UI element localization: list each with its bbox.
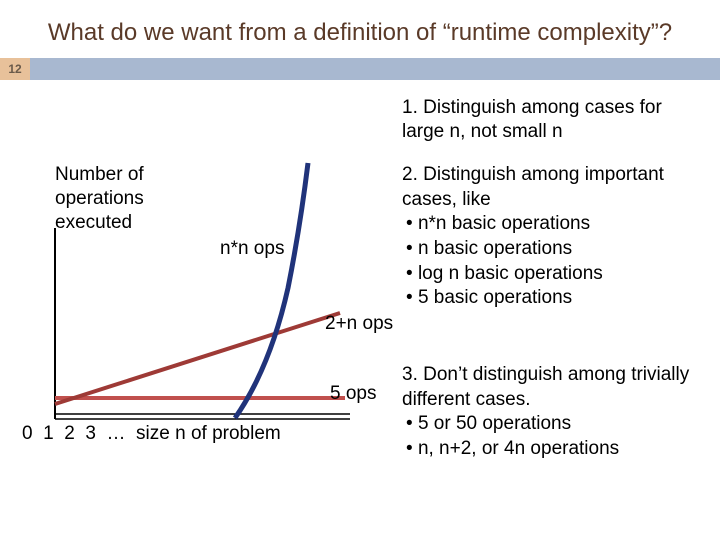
x-axis-label: 0 1 2 3 … size n of problem xyxy=(22,423,281,445)
bullet-item: 5 or 50 operations xyxy=(406,412,707,437)
bullet-item: n*n basic operations xyxy=(406,212,707,237)
curve-label-const: 5 ops xyxy=(330,383,376,405)
slide-number: 12 xyxy=(0,58,30,80)
point-2-block: 2. Distinguish among important cases, li… xyxy=(402,163,707,311)
slide-content: 1. Distinguish among cases for large n, … xyxy=(0,88,720,528)
point-3-intro: 3. Don’t distinguish among trivially dif… xyxy=(402,363,707,412)
bullet-item: log n basic operations xyxy=(406,262,707,287)
point-2-intro: 2. Distinguish among important cases, li… xyxy=(402,163,707,212)
curve-label-linear: 2+n ops xyxy=(325,313,393,335)
curve-label-nn: n*n ops xyxy=(220,238,284,260)
bullet-item: n basic operations xyxy=(406,237,707,262)
point-3-bullets: 5 or 50 operations n, n+2, or 4n operati… xyxy=(402,412,707,461)
slide-title: What do we want from a definition of “ru… xyxy=(0,0,720,58)
point-2-bullets: n*n basic operations n basic operations … xyxy=(402,212,707,311)
slide-stripe xyxy=(30,58,720,80)
parabola-curve xyxy=(235,163,308,418)
slide-number-bar: 12 xyxy=(0,58,720,80)
linear-line xyxy=(55,313,340,404)
bullet-item: 5 basic operations xyxy=(406,286,707,311)
point-3-block: 3. Don’t distinguish among trivially dif… xyxy=(402,363,707,462)
bullet-item: n, n+2, or 4n operations xyxy=(406,437,707,462)
point-1-text: 1. Distinguish among cases for large n, … xyxy=(402,96,702,144)
